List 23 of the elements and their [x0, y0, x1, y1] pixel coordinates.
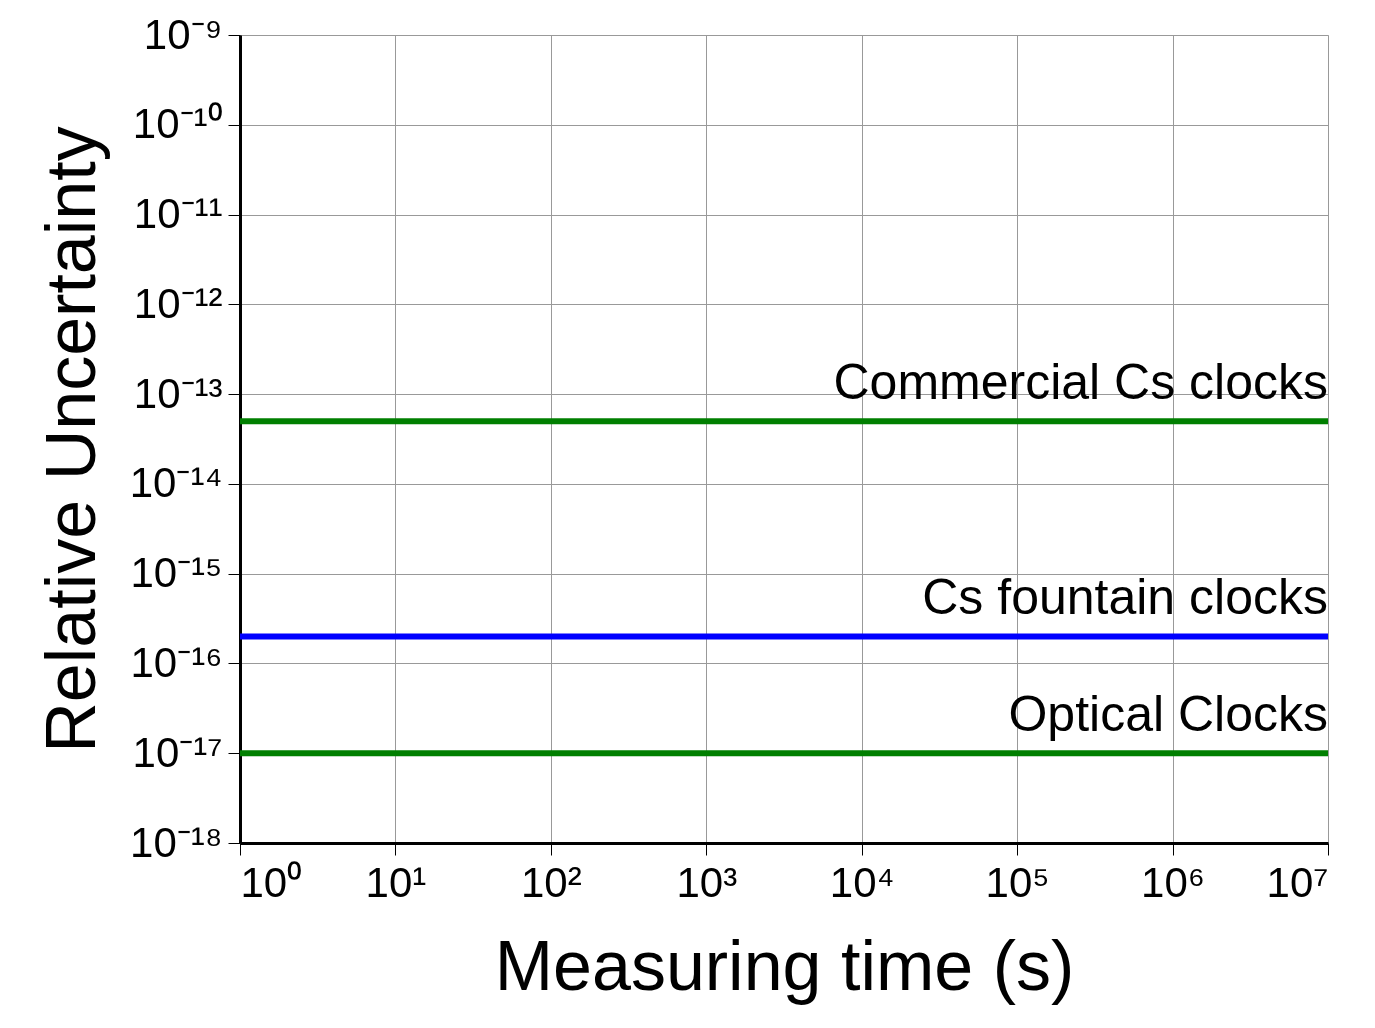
y-tick-label: 10⁻⁹: [143, 10, 223, 58]
x-tick-label: 10³: [676, 858, 738, 906]
x-tick-label: 10²: [521, 858, 582, 906]
x-tick-label: 10⁷: [1266, 858, 1329, 906]
y-tick-label: 10⁻¹¹: [133, 190, 223, 238]
x-tick-label: 10⁵: [985, 858, 1050, 906]
y-tick-label: 10⁻¹⁶: [130, 638, 223, 686]
x-tick-label: 10⁴: [829, 858, 895, 906]
x-tick-label: 10¹: [365, 858, 427, 906]
y-tick-label: 10⁻¹⁵: [130, 549, 223, 597]
y-tick-label: 10⁻¹⁴: [129, 459, 223, 507]
series-label: Optical Clocks: [1008, 686, 1328, 743]
y-tick-label: 10⁻¹²: [133, 279, 223, 327]
y-tick-label: 10⁻¹⁸: [130, 818, 223, 866]
series-label: Commercial Cs clocks: [833, 354, 1328, 411]
y-tick-label: 10⁻¹⁰: [132, 100, 223, 148]
y-axis-title: Relative Uncertainty: [31, 126, 110, 753]
y-tick-label: 10⁻¹³: [133, 369, 223, 417]
y-tick-label: 10⁻¹⁷: [132, 728, 223, 776]
x-tick-label: 10⁰: [240, 858, 303, 906]
series-label: Cs fountain clocks: [922, 569, 1328, 626]
x-tick-label: 10⁶: [1141, 858, 1206, 906]
x-axis-title: Measuring time (s): [494, 926, 1075, 1005]
